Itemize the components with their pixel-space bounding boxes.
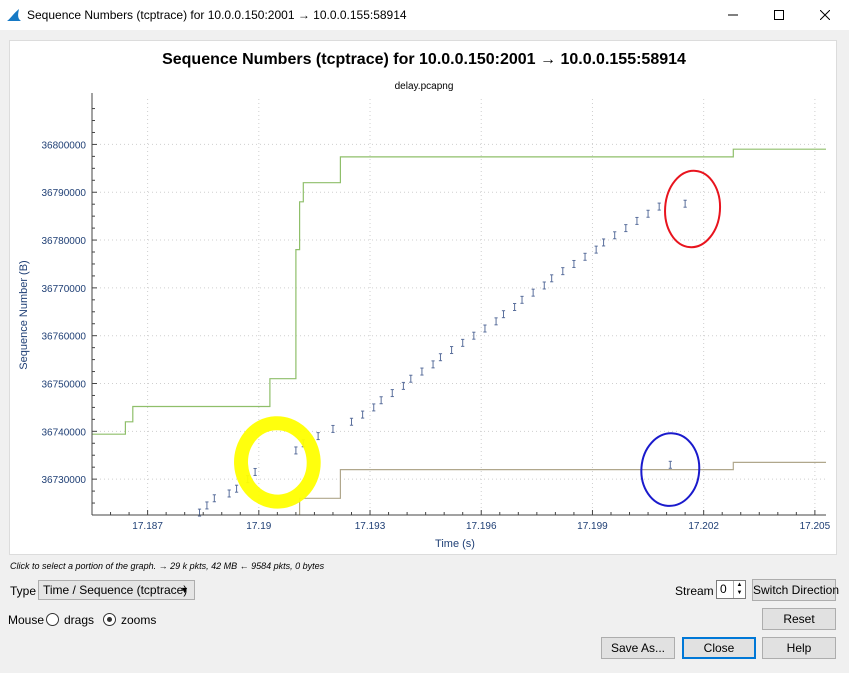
stream-stepper[interactable]: ▲ ▼: [733, 581, 745, 598]
segment-mark: [513, 303, 517, 311]
drags-label[interactable]: drags: [64, 613, 95, 627]
x-tick-label: 17.187: [132, 521, 163, 532]
graph-type-select[interactable]: Time / Sequence (tcptrace) ▼: [38, 580, 195, 600]
chart-title: Sequence Numbers (tcptrace) for 10.0.0.1…: [162, 51, 686, 68]
dropdown-arrow-icon: ▼: [180, 585, 189, 595]
segment-mark: [409, 374, 413, 383]
segment-mark: [561, 267, 565, 276]
x-tick-label: 17.193: [355, 521, 386, 532]
x-tick-label: 17.199: [577, 521, 608, 532]
zooms-radio[interactable]: [103, 613, 116, 626]
stream-spinbox[interactable]: 0 ▲ ▼: [716, 580, 746, 599]
segment-mark: [601, 238, 606, 247]
segment-mark: [613, 231, 617, 240]
segment-mark: [234, 484, 239, 493]
segment-mark: [635, 216, 639, 225]
y-tick-label: 36730000: [42, 475, 87, 486]
segment-mark: [316, 432, 320, 441]
x-tick-label: 17.202: [688, 521, 719, 532]
blue-annotation-circle: [640, 432, 701, 507]
segment-mark: [390, 389, 394, 398]
segment-mark: [624, 224, 628, 233]
segment-mark: [550, 274, 554, 283]
segment-mark: [657, 202, 661, 211]
y-tick-label: 36760000: [42, 332, 87, 343]
segment-mark: [683, 199, 687, 208]
x-tick-label: 17.19: [246, 521, 271, 532]
save-as-button[interactable]: Save As...: [601, 637, 675, 659]
spin-up-icon[interactable]: ▲: [736, 582, 743, 588]
graph-type-value: Time / Sequence (tcptrace): [43, 583, 188, 597]
y-tick-label: 36770000: [42, 284, 87, 295]
receive-window-line: [92, 148, 826, 435]
segment-mark: [583, 252, 587, 261]
segment-mark: [253, 467, 257, 476]
segment-mark: [572, 259, 576, 268]
switch-direction-button[interactable]: Switch Direction: [752, 579, 839, 601]
wireshark-fin-icon: [7, 9, 21, 21]
segment-mark: [449, 346, 454, 355]
type-label: Type: [10, 584, 37, 598]
segment-mark: [372, 403, 376, 412]
y-tick-label: 36740000: [42, 427, 87, 438]
help-button[interactable]: Help: [762, 637, 836, 659]
x-axis-label: Time (s): [435, 538, 475, 550]
y-tick-label: 36750000: [42, 380, 87, 391]
segment-mark: [483, 324, 487, 333]
segment-mark: [668, 460, 672, 469]
segment-mark: [431, 360, 435, 369]
graph-area[interactable]: 36730000 36740000 36750000 36760000 36770000…: [9, 40, 837, 555]
x-tick-label: 17.205: [800, 521, 831, 532]
segment-mark: [349, 417, 354, 426]
minimize-button[interactable]: [710, 0, 756, 30]
segment-mark: [494, 317, 498, 326]
segment-mark: [531, 288, 535, 297]
y-tick-label: 36780000: [42, 236, 87, 247]
close-icon: [820, 10, 830, 20]
yellow-annotation-circle: [234, 416, 321, 509]
x-tick-label: 17.196: [466, 521, 497, 532]
y-tick-label: 36800000: [42, 140, 87, 151]
segment-mark: [438, 353, 443, 362]
segment-mark: [212, 494, 216, 503]
maximize-button[interactable]: [756, 0, 802, 30]
segment-mark: [361, 410, 365, 419]
chart-subtitle: delay.pcapng: [395, 81, 454, 92]
segment-mark: [401, 381, 405, 390]
drags-radio[interactable]: [46, 613, 59, 626]
close-window-button[interactable]: [802, 0, 848, 30]
status-hint: Click to select a portion of the graph. …: [10, 561, 325, 571]
zooms-label[interactable]: zooms: [121, 613, 157, 627]
segment-mark: [594, 245, 598, 254]
y-axis-label: Sequence Number (B): [18, 260, 30, 369]
window-title: Sequence Numbers (tcptrace) for 10.0.0.1…: [27, 8, 407, 22]
minimize-icon: [728, 14, 738, 16]
segment-mark: [420, 367, 424, 376]
red-annotation-circle: [664, 169, 722, 249]
stream-value: 0: [720, 582, 727, 596]
segment-mark: [646, 209, 650, 218]
close-button[interactable]: Close: [682, 637, 756, 659]
segment-mark: [472, 331, 476, 340]
maximize-icon: [774, 10, 784, 20]
segment-mark: [461, 338, 465, 347]
sequence-chart[interactable]: 36730000 36740000 36750000 36760000 36770000…: [10, 41, 838, 556]
spin-down-icon[interactable]: ▼: [736, 590, 743, 596]
segment-mark: [227, 489, 231, 498]
segment-mark: [379, 396, 383, 405]
segment-mark: [331, 424, 335, 433]
window-titlebar: Sequence Numbers (tcptrace) for 10.0.0.1…: [0, 0, 849, 30]
stream-label: Stream: [675, 584, 714, 598]
segment-mark: [205, 501, 209, 510]
segment-mark: [294, 446, 298, 455]
y-tick-label: 36790000: [42, 188, 87, 199]
segment-mark: [501, 310, 506, 319]
reset-button[interactable]: Reset: [762, 608, 836, 630]
segment-mark: [542, 281, 546, 290]
mouse-label: Mouse: [8, 613, 45, 627]
ack-line: [299, 461, 826, 515]
segment-mark: [520, 295, 524, 304]
